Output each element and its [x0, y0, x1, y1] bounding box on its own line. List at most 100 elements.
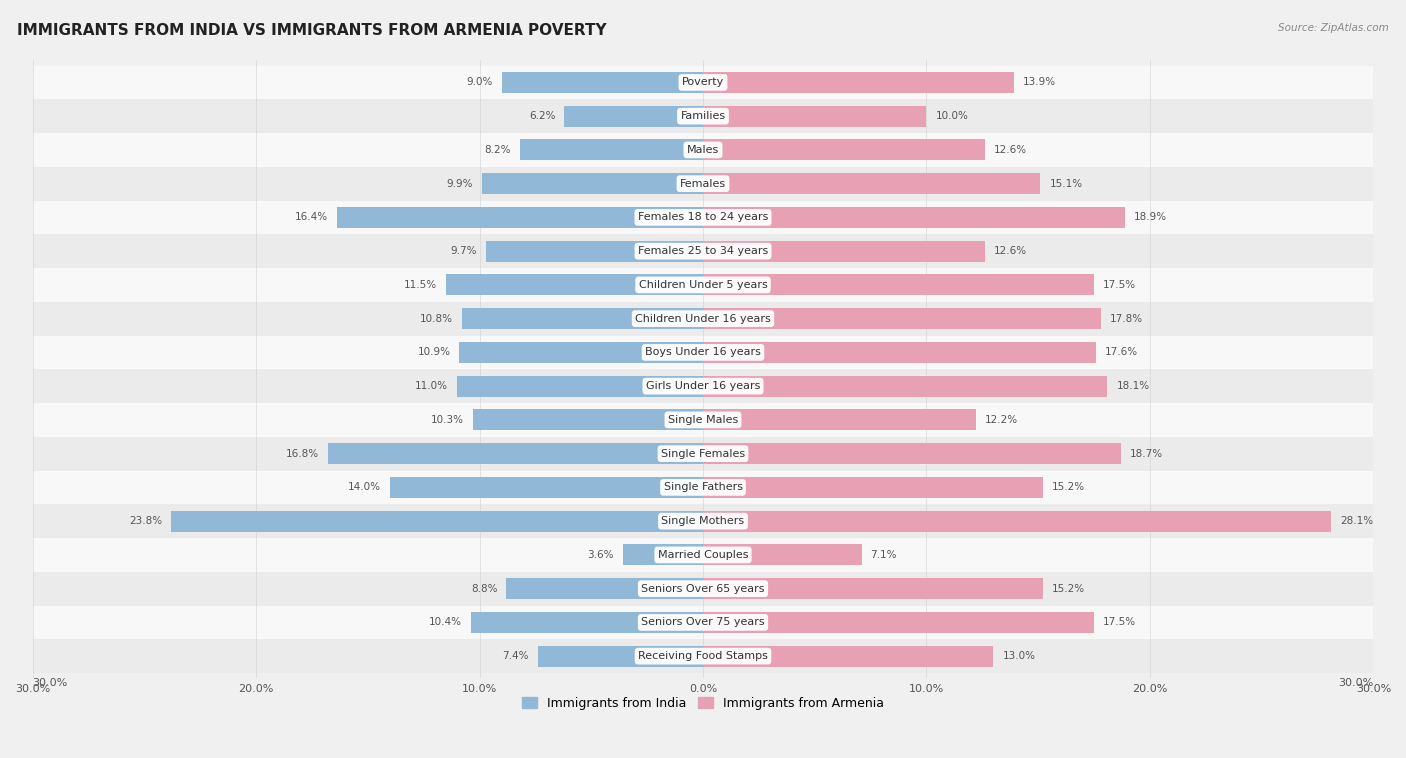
Text: Single Mothers: Single Mothers — [661, 516, 745, 526]
Text: 15.2%: 15.2% — [1052, 482, 1084, 493]
Bar — [446, 274, 703, 296]
Text: 14.0%: 14.0% — [349, 482, 381, 493]
Text: Married Couples: Married Couples — [658, 550, 748, 560]
Text: 11.5%: 11.5% — [404, 280, 437, 290]
Text: 17.5%: 17.5% — [1102, 280, 1136, 290]
Text: Girls Under 16 years: Girls Under 16 years — [645, 381, 761, 391]
Text: 16.4%: 16.4% — [294, 212, 328, 222]
Text: Boys Under 16 years: Boys Under 16 years — [645, 347, 761, 358]
Bar — [703, 443, 1121, 464]
Text: Families: Families — [681, 111, 725, 121]
Bar — [486, 241, 703, 262]
Text: 12.2%: 12.2% — [984, 415, 1018, 425]
Legend: Immigrants from India, Immigrants from Armenia: Immigrants from India, Immigrants from A… — [516, 692, 890, 715]
Text: 6.2%: 6.2% — [529, 111, 555, 121]
Text: Children Under 16 years: Children Under 16 years — [636, 314, 770, 324]
Bar — [32, 65, 1374, 99]
Bar — [703, 173, 1040, 194]
Text: 12.6%: 12.6% — [994, 246, 1026, 256]
Text: Females 25 to 34 years: Females 25 to 34 years — [638, 246, 768, 256]
Text: 10.9%: 10.9% — [418, 347, 450, 358]
Text: 23.8%: 23.8% — [129, 516, 162, 526]
Bar — [32, 234, 1374, 268]
Text: Children Under 5 years: Children Under 5 years — [638, 280, 768, 290]
Text: 13.0%: 13.0% — [1002, 651, 1035, 661]
Bar — [520, 139, 703, 161]
Bar — [32, 437, 1374, 471]
Text: 7.4%: 7.4% — [502, 651, 529, 661]
Bar — [703, 477, 1043, 498]
Bar — [564, 105, 703, 127]
Bar — [502, 72, 703, 93]
Bar — [482, 173, 703, 194]
Bar — [703, 409, 976, 431]
Bar — [623, 544, 703, 565]
Text: 9.0%: 9.0% — [467, 77, 494, 87]
Text: 30.0%: 30.0% — [32, 678, 67, 688]
Text: IMMIGRANTS FROM INDIA VS IMMIGRANTS FROM ARMENIA POVERTY: IMMIGRANTS FROM INDIA VS IMMIGRANTS FROM… — [17, 23, 606, 38]
Text: 17.5%: 17.5% — [1102, 617, 1136, 628]
Bar — [32, 336, 1374, 369]
Bar — [336, 207, 703, 228]
Text: 12.6%: 12.6% — [994, 145, 1026, 155]
Bar — [32, 167, 1374, 201]
Text: 7.1%: 7.1% — [870, 550, 897, 560]
Bar — [472, 409, 703, 431]
Bar — [32, 99, 1374, 133]
Bar — [703, 207, 1125, 228]
Bar — [703, 139, 984, 161]
Bar — [703, 578, 1043, 599]
Text: 10.0%: 10.0% — [935, 111, 969, 121]
Text: 10.3%: 10.3% — [430, 415, 464, 425]
Bar — [537, 646, 703, 666]
Bar — [32, 302, 1374, 336]
Text: 10.4%: 10.4% — [429, 617, 461, 628]
Bar — [32, 504, 1374, 538]
Bar — [703, 309, 1101, 329]
Text: Receiving Food Stamps: Receiving Food Stamps — [638, 651, 768, 661]
Bar — [703, 646, 994, 666]
Bar — [471, 612, 703, 633]
Bar — [328, 443, 703, 464]
Text: 18.7%: 18.7% — [1130, 449, 1163, 459]
Text: Seniors Over 65 years: Seniors Over 65 years — [641, 584, 765, 594]
Text: Seniors Over 75 years: Seniors Over 75 years — [641, 617, 765, 628]
Bar — [461, 309, 703, 329]
Text: 16.8%: 16.8% — [285, 449, 319, 459]
Bar — [32, 471, 1374, 504]
Bar — [32, 403, 1374, 437]
Bar — [32, 606, 1374, 639]
Bar — [457, 376, 703, 396]
Bar — [32, 538, 1374, 572]
Text: 15.2%: 15.2% — [1052, 584, 1084, 594]
Bar — [32, 639, 1374, 673]
Bar — [172, 511, 703, 531]
Text: 9.9%: 9.9% — [446, 179, 472, 189]
Bar — [703, 511, 1331, 531]
Text: 15.1%: 15.1% — [1049, 179, 1083, 189]
Bar — [460, 342, 703, 363]
Bar — [32, 369, 1374, 403]
Text: Single Females: Single Females — [661, 449, 745, 459]
Bar — [389, 477, 703, 498]
Bar — [506, 578, 703, 599]
Bar — [703, 105, 927, 127]
Text: 28.1%: 28.1% — [1340, 516, 1374, 526]
Text: 18.1%: 18.1% — [1116, 381, 1150, 391]
Text: Source: ZipAtlas.com: Source: ZipAtlas.com — [1278, 23, 1389, 33]
Bar — [703, 544, 862, 565]
Bar — [703, 241, 984, 262]
Text: Single Males: Single Males — [668, 415, 738, 425]
Bar — [32, 268, 1374, 302]
Text: 30.0%: 30.0% — [1339, 678, 1374, 688]
Text: 17.8%: 17.8% — [1109, 314, 1143, 324]
Bar — [32, 572, 1374, 606]
Text: 8.8%: 8.8% — [471, 584, 498, 594]
Text: 3.6%: 3.6% — [588, 550, 613, 560]
Bar — [703, 376, 1108, 396]
Bar — [703, 612, 1094, 633]
Text: Females 18 to 24 years: Females 18 to 24 years — [638, 212, 768, 222]
Text: Single Fathers: Single Fathers — [664, 482, 742, 493]
Text: Females: Females — [681, 179, 725, 189]
Text: 13.9%: 13.9% — [1022, 77, 1056, 87]
